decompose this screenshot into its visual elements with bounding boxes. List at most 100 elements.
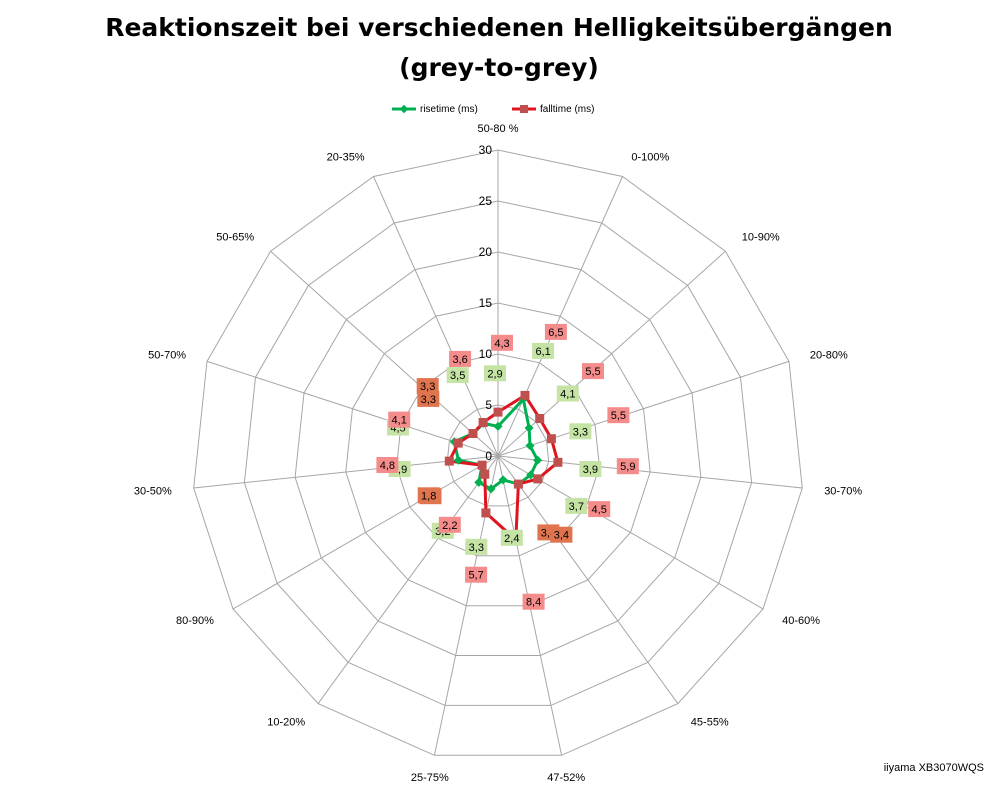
rise-data-label-text: 3,5 (450, 370, 465, 382)
rise-data-label-bg (569, 423, 592, 440)
category-label: 50-80 % (478, 123, 519, 135)
fall-data-label: 3,6 (449, 350, 472, 367)
rise-data-label: 2,9 (484, 365, 506, 382)
rise-point (533, 455, 543, 465)
rise-data-label: 3,7 (565, 497, 588, 514)
axis-tick-label: 20 (479, 245, 493, 259)
rise-data-label: 3,3 (465, 538, 488, 555)
grid-spoke (433, 455, 499, 756)
fall-data-label-text: 6,5 (548, 327, 563, 339)
axis-tick-label: 25 (479, 194, 493, 208)
fall-point (481, 508, 491, 518)
legend-item-fall: falltime (ms) (512, 101, 594, 117)
fall-data-label: 4,8 (376, 457, 399, 473)
fall-data-label-bg (522, 593, 545, 610)
rise-data-label: 4,1 (556, 385, 579, 402)
rise-data-label-text: 2,4 (504, 533, 519, 545)
rise-data-label: 3,3 (569, 423, 592, 440)
chart-title-line2: (grey-to-grey) (399, 53, 599, 82)
fall-point (513, 479, 523, 489)
rise-data-label-bg (484, 365, 506, 382)
category-label: 80-90% (176, 615, 214, 627)
fall-data-label-bg (616, 458, 639, 475)
axis-tick-label: 30 (479, 143, 493, 157)
rise-point (526, 470, 536, 480)
category-label: 47-52% (547, 772, 585, 784)
fall-data-label: 5,5 (607, 407, 630, 424)
fall-point (553, 457, 563, 467)
grid-spoke (270, 250, 499, 457)
category-label: 45-55% (691, 716, 729, 728)
rise-data-label-bg (579, 461, 602, 477)
rise-series-line (452, 397, 540, 491)
rise-data-label: 6,1 (532, 342, 555, 359)
fall-data-label: 4,3 (491, 334, 513, 351)
fall-point (493, 407, 503, 417)
fall-data-label: 8,4 (522, 593, 545, 610)
category-label: 0-100% (631, 151, 669, 163)
grid-ring-5 (446, 404, 550, 507)
fall-data-label: 1,8 (417, 487, 440, 504)
grid-ring-15 (345, 302, 651, 607)
category-label: 50-65% (216, 232, 254, 244)
fall-data-label-bg (582, 363, 604, 380)
fall-data-label-text: 3,6 (452, 354, 467, 366)
grid-spoke (497, 455, 679, 704)
fall-data-label-text: 5,7 (468, 570, 483, 582)
category-label: 10-20% (267, 716, 305, 728)
rise-data-label-text: 3,3 (469, 542, 484, 554)
grid-spoke (373, 176, 499, 457)
fall-point (477, 460, 487, 470)
fall-data-label-text: 2,2 (442, 520, 457, 532)
category-label: 40-60% (782, 615, 820, 627)
rise-data-label: 3,5 (446, 367, 469, 384)
fall-data-label-text: 4,1 (392, 415, 407, 427)
category-label: 20-80% (810, 350, 848, 362)
footer-model: iiyama XB3070WQS (883, 762, 984, 774)
rise-data-label-bg (565, 497, 588, 514)
fall-data-label: 2,2 (438, 516, 461, 533)
category-label: 20-35% (327, 151, 365, 163)
axis-tick-label: 10 (479, 347, 493, 361)
fall-series-line (447, 393, 560, 542)
fall-data-label-bg (449, 350, 472, 367)
fall-data-label-text: 3,4 (554, 530, 569, 542)
fall-point (533, 474, 543, 484)
rise-data-label-bg (532, 342, 555, 359)
rise-data-label: 2,4 (500, 529, 523, 546)
fall-data-label-text: 4,5 (592, 504, 607, 516)
legend: risetime (ms) falltime (ms) (0, 101, 998, 117)
fall-data-label-bg (438, 516, 461, 533)
grid-spoke (206, 360, 499, 457)
fall-data-label-text: 5,9 (620, 461, 635, 473)
rise-data-label-bg (500, 529, 523, 546)
grid-ring-20 (294, 251, 702, 656)
grid-spoke (497, 176, 623, 457)
fall-data-label: 6,5 (544, 323, 567, 340)
legend-rise-marker (392, 104, 416, 114)
fall-data-label: 4,5 (588, 501, 611, 518)
chart-title-line1: Reaktionszeit bei verschiedenen Helligke… (105, 13, 893, 42)
rise-data-label-text: 3,3 (573, 426, 588, 438)
fall-data-label-bg (491, 334, 513, 351)
category-label: 30-50% (134, 485, 172, 497)
fall-data-label-text: 5,5 (611, 410, 626, 422)
grid-spoke (497, 455, 803, 489)
grid-spoke (317, 455, 499, 704)
axis-tick-label: 5 (485, 398, 492, 412)
fall-data-label: 5,7 (465, 566, 488, 583)
rise-data-label-text: 4,1 (560, 389, 575, 401)
fall-data-label-text: 4,3 (494, 338, 509, 350)
rise-data-label: 3,9 (579, 461, 602, 477)
fall-data-label-bg (465, 566, 488, 583)
fall-data-label-bg (607, 407, 630, 424)
rise-data-label-text: 3,3 (421, 394, 436, 406)
fall-point (546, 434, 556, 444)
fall-data-label-bg (416, 378, 439, 395)
fall-data-label-text: 5,5 (585, 366, 600, 378)
fall-data-label-bg (550, 526, 573, 543)
grid-ring-25 (243, 200, 753, 706)
fall-data-label: 4,1 (388, 411, 411, 428)
category-label: 30-70% (824, 485, 862, 497)
fall-data-label-bg (544, 323, 567, 340)
